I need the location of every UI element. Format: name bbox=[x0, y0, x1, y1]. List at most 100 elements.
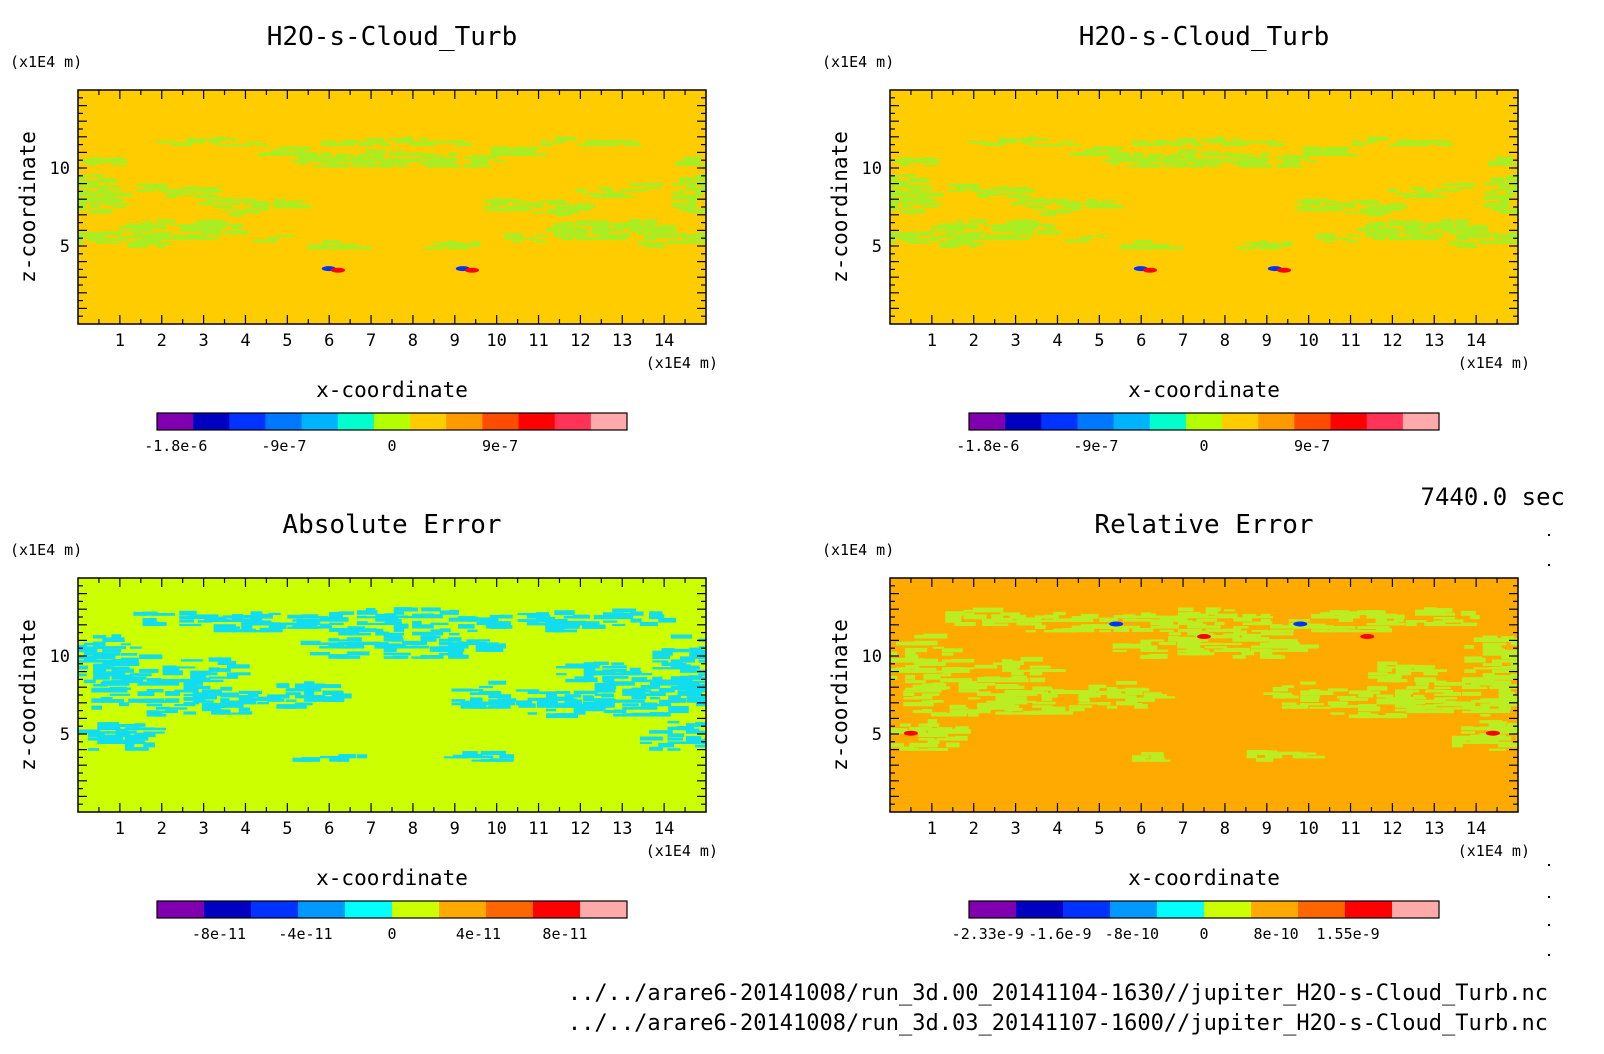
pattern-cell-bottom-left-329 bbox=[146, 710, 159, 714]
pattern-cell-bottom-right-558 bbox=[1302, 755, 1325, 759]
pattern-cell-bottom-right-469 bbox=[1348, 698, 1369, 701]
pattern-cell-bottom-right-369 bbox=[1004, 690, 1021, 693]
pattern-cell-bottom-left-501 bbox=[304, 683, 325, 689]
pattern-cell-bottom-left-491 bbox=[285, 692, 301, 695]
pattern-cell-top-right-234 bbox=[1498, 206, 1507, 211]
x-tick-label-bottom-left-6: 6 bbox=[324, 819, 334, 839]
pattern-cell-bottom-right-78 bbox=[1348, 612, 1361, 616]
pattern-cell-bottom-right-128 bbox=[1196, 618, 1217, 622]
pattern-cell-bottom-right-572 bbox=[1011, 669, 1035, 672]
pattern-cell-top-right-278 bbox=[1536, 198, 1555, 200]
pattern-cell-bottom-right-475 bbox=[1358, 693, 1374, 698]
pattern-cell-top-left-274 bbox=[717, 188, 730, 192]
pattern-cell-bottom-right-350 bbox=[977, 710, 991, 714]
pattern-cell-top-left-424 bbox=[156, 225, 167, 229]
pattern-cell-top-right-548 bbox=[1295, 209, 1310, 212]
pattern-cell-top-left-270 bbox=[717, 200, 727, 202]
pattern-cell-bottom-left-251 bbox=[111, 668, 134, 673]
pattern-cell-bottom-right-565 bbox=[1002, 667, 1018, 672]
pattern-cell-top-right-182 bbox=[890, 199, 896, 203]
pattern-cell-bottom-right-477 bbox=[1367, 706, 1381, 712]
pattern-cell-top-left-10 bbox=[217, 144, 236, 147]
pattern-cell-top-left-114 bbox=[426, 156, 437, 160]
pattern-cell-bottom-left-452 bbox=[527, 691, 547, 695]
colorbar-segment-top-right-10 bbox=[1330, 413, 1368, 430]
pattern-cell-bottom-left-408 bbox=[668, 695, 681, 700]
pattern-cell-bottom-left-351 bbox=[183, 688, 199, 693]
pattern-cell-bottom-left-33 bbox=[222, 626, 241, 629]
pattern-cell-top-left-253 bbox=[701, 188, 706, 191]
pattern-cell-top-left-22 bbox=[357, 143, 369, 147]
pattern-cell-bottom-right-116 bbox=[1178, 629, 1188, 632]
pattern-cell-top-right-205 bbox=[909, 198, 925, 203]
pattern-cell-top-left-157 bbox=[520, 149, 535, 154]
pattern-cell-bottom-right-346 bbox=[958, 678, 972, 683]
pattern-cell-bottom-left-87 bbox=[563, 620, 586, 626]
pattern-cell-bottom-right-610 bbox=[909, 742, 931, 748]
pattern-cell-top-left-192 bbox=[82, 181, 98, 186]
pattern-cell-bottom-left-166 bbox=[337, 645, 354, 649]
pattern-cell-bottom-left-439 bbox=[238, 707, 251, 712]
pattern-cell-top-left-351 bbox=[202, 193, 212, 196]
pattern-cell-top-right-545 bbox=[1101, 203, 1114, 206]
pattern-cell-top-left-38 bbox=[433, 140, 448, 144]
pattern-cell-bottom-left-493 bbox=[294, 702, 313, 706]
pattern-cell-bottom-right-330 bbox=[921, 693, 940, 696]
pattern-cell-bottom-right-357 bbox=[986, 705, 1005, 710]
pattern-cell-top-right-615 bbox=[1495, 156, 1514, 161]
pattern-cell-bottom-left-256 bbox=[120, 662, 140, 666]
pattern-cell-bottom-right-487 bbox=[1394, 713, 1408, 719]
pattern-cell-bottom-right-463 bbox=[1330, 712, 1345, 715]
pattern-cell-top-right-190 bbox=[894, 189, 903, 194]
pattern-cell-bottom-right-506 bbox=[1106, 686, 1117, 692]
x-unit-label-top-left: (x1E4 m) bbox=[646, 354, 718, 372]
pattern-cell-top-left-220 bbox=[112, 189, 122, 192]
pattern-cell-bottom-right-180 bbox=[1186, 647, 1204, 652]
pattern-cell-top-left-505 bbox=[621, 226, 636, 229]
pattern-cell-top-left-110 bbox=[418, 153, 434, 157]
pattern-cell-top-right-80 bbox=[1163, 158, 1177, 162]
pattern-cell-top-right-449 bbox=[1013, 222, 1025, 226]
pattern-cell-top-left-233 bbox=[686, 209, 696, 214]
pattern-cell-top-right-170 bbox=[872, 189, 890, 191]
x-tick-label-top-left-3: 3 bbox=[198, 331, 208, 351]
pattern-cell-top-left-610 bbox=[111, 157, 124, 161]
pattern-cell-top-right-131 bbox=[1283, 154, 1296, 157]
pattern-cell-bottom-left-126 bbox=[384, 613, 397, 619]
pattern-cell-bottom-left-313 bbox=[91, 698, 104, 703]
pattern-cell-bottom-left-165 bbox=[337, 655, 361, 659]
pattern-cell-bottom-left-647 bbox=[685, 736, 702, 741]
pattern-cell-top-right-276 bbox=[1536, 209, 1551, 211]
pattern-cell-bottom-right-439 bbox=[1004, 700, 1028, 705]
pattern-cell-top-left-198 bbox=[89, 197, 104, 200]
pattern-cell-bottom-left-446 bbox=[257, 701, 269, 705]
pattern-cell-top-right-82 bbox=[1170, 165, 1179, 168]
pattern-cell-bottom-right-668 bbox=[1516, 728, 1518, 734]
pattern-cell-top-right-516 bbox=[1456, 233, 1475, 238]
pattern-cell-bottom-left-178 bbox=[383, 647, 397, 652]
pattern-cell-bottom-right-530 bbox=[1300, 703, 1324, 706]
pattern-cell-top-left-292 bbox=[78, 232, 89, 236]
pattern-cell-top-left-195 bbox=[89, 205, 99, 208]
pattern-cell-top-right-363 bbox=[1425, 194, 1440, 198]
pattern-cell-bottom-left-201 bbox=[438, 638, 454, 642]
pattern-cell-top-right-556 bbox=[1317, 207, 1329, 212]
pattern-cell-top-left-515 bbox=[644, 236, 657, 240]
pattern-cell-bottom-left-420 bbox=[183, 701, 200, 705]
pattern-cell-top-right-48 bbox=[1397, 142, 1412, 147]
pattern-cell-top-right-374 bbox=[1033, 198, 1047, 203]
pattern-cell-bottom-left-349 bbox=[183, 696, 196, 700]
colorbar-segment-top-right-4 bbox=[1113, 413, 1151, 430]
pattern-cell-bottom-left-222 bbox=[83, 679, 96, 684]
pattern-cell-bottom-right-557 bbox=[1292, 753, 1308, 759]
pattern-cell-bottom-right-261 bbox=[941, 648, 963, 653]
pattern-cell-top-right-382 bbox=[1063, 204, 1081, 208]
pattern-cell-bottom-left-391 bbox=[640, 685, 660, 690]
pattern-cell-bottom-right-175 bbox=[1177, 649, 1192, 652]
pattern-cell-top-right-165 bbox=[872, 207, 886, 210]
pattern-cell-bottom-right-101 bbox=[1132, 618, 1144, 622]
pattern-cell-bottom-right-219 bbox=[1287, 644, 1299, 649]
pattern-cell-bottom-left-194 bbox=[429, 648, 448, 652]
pattern-cell-top-right-14 bbox=[1051, 144, 1061, 147]
pattern-cell-bottom-left-109 bbox=[347, 632, 371, 636]
